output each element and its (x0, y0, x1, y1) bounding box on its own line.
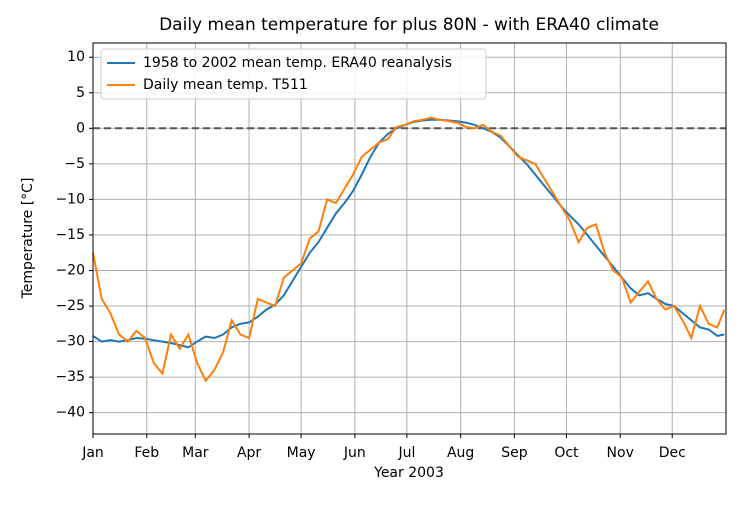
legend-label: Daily mean temp. T511 (143, 77, 308, 93)
x-tick-label: Jul (397, 445, 415, 461)
chart-title: Daily mean temperature for plus 80N - wi… (159, 15, 659, 35)
y-axis-label: Temperature [°C] (20, 178, 36, 300)
data-line (92, 118, 725, 349)
plot-frame (92, 42, 727, 435)
x-tick-label: Sep (501, 445, 528, 461)
x-tick-label: Dec (659, 445, 686, 461)
x-tick-label: Mar (182, 445, 209, 461)
x-tick-label: Jun (343, 445, 366, 461)
x-tick-label: May (287, 445, 316, 461)
x-axis-label: Year 2003 (373, 465, 444, 481)
y-tick-label: 0 (76, 120, 85, 136)
data-line (92, 116, 726, 383)
legend-box (100, 48, 487, 100)
y-tick-label: −35 (55, 369, 85, 385)
x-tick-label: Apr (237, 445, 261, 461)
y-tick-label: −15 (55, 227, 85, 243)
y-tick-label: −5 (64, 156, 85, 172)
y-tick-label: −40 (55, 405, 85, 421)
y-tick-label: −25 (55, 298, 85, 314)
x-tick-label: Aug (447, 445, 474, 461)
x-tick-label: Oct (554, 445, 579, 461)
x-tick-label: Jan (81, 445, 104, 461)
legend: 1958 to 2002 mean temp. ERA40 reanalysis… (100, 48, 487, 100)
y-tick-label: −10 (55, 191, 85, 207)
y-tick-label: 5 (76, 85, 85, 101)
x-tick-label: Feb (134, 445, 159, 461)
x-tick-label: Nov (607, 445, 634, 461)
y-tick-label: −20 (55, 262, 85, 278)
y-tick-label: −30 (55, 334, 85, 350)
legend-label: 1958 to 2002 mean temp. ERA40 reanalysis (143, 55, 452, 71)
y-tick-label: 10 (67, 49, 85, 65)
